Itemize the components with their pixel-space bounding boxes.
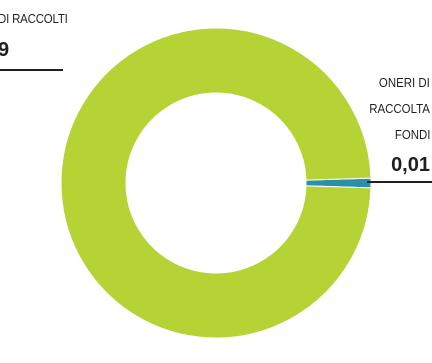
leader-line-left <box>0 69 63 71</box>
slice-label-raccolti: DI RACCOLTI <box>0 11 68 26</box>
slice-label-oneri-line1: ONERI DI <box>379 75 430 90</box>
donut-slices <box>60 27 372 339</box>
slice-label-oneri-line3: FONDI <box>394 127 430 142</box>
leader-line-right <box>367 181 432 183</box>
donut-slice-0 <box>60 27 372 339</box>
slice-value-raccolti: 9 <box>0 39 10 61</box>
slice-label-oneri-line2: RACCOLTA <box>369 101 430 116</box>
slice-value-oneri: 0,01 <box>391 154 430 176</box>
